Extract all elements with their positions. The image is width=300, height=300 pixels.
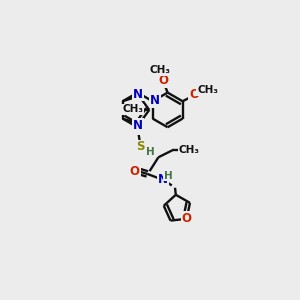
Text: N: N (133, 119, 143, 132)
Text: N: N (150, 94, 160, 107)
Text: O: O (189, 88, 199, 101)
Text: CH₃: CH₃ (149, 65, 170, 75)
Text: N: N (133, 88, 143, 100)
Text: N: N (135, 122, 145, 134)
Text: S: S (136, 140, 144, 153)
Text: O: O (130, 165, 140, 178)
Text: CH₃: CH₃ (122, 104, 143, 115)
Text: H: H (146, 147, 155, 157)
Text: O: O (182, 212, 192, 225)
Text: N: N (158, 173, 168, 186)
Text: O: O (158, 74, 169, 87)
Text: H: H (164, 170, 172, 181)
Text: CH₃: CH₃ (197, 85, 218, 95)
Text: CH₃: CH₃ (178, 145, 200, 155)
